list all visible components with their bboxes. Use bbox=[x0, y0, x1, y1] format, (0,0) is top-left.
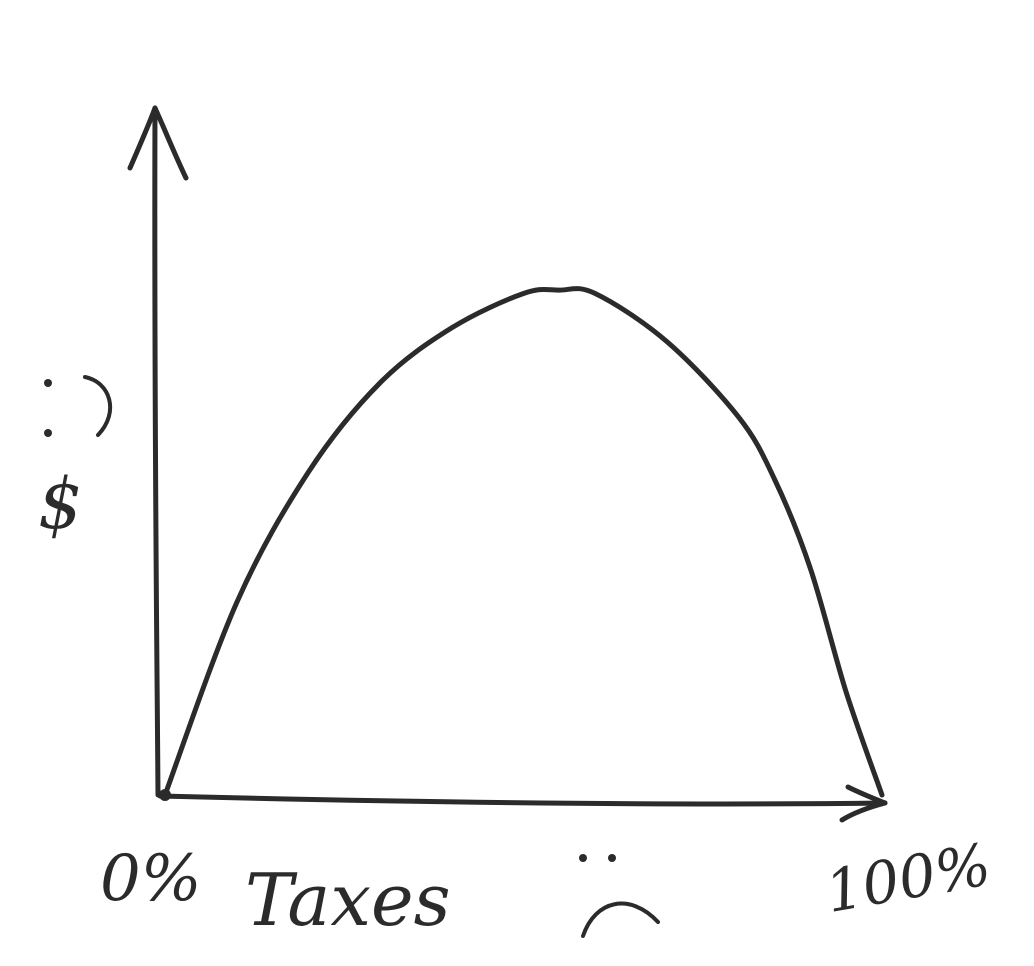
series-line bbox=[162, 286, 885, 798]
happy-face-icon bbox=[44, 375, 113, 437]
sad-face-icon bbox=[579, 854, 660, 938]
x-tick-label-end: 100% bbox=[820, 830, 995, 926]
y-axis-arrowhead bbox=[127, 105, 189, 181]
x-axis-arrowhead bbox=[839, 784, 888, 823]
data-points bbox=[163, 288, 884, 797]
y-axis-label-text: $ bbox=[38, 463, 83, 545]
x-axis bbox=[157, 793, 888, 807]
y-axis-label: $ bbox=[38, 463, 83, 545]
y-axis bbox=[152, 105, 161, 798]
x-tick-label-start: 0% bbox=[100, 842, 202, 916]
x-axis-label: Taxes bbox=[245, 858, 451, 942]
